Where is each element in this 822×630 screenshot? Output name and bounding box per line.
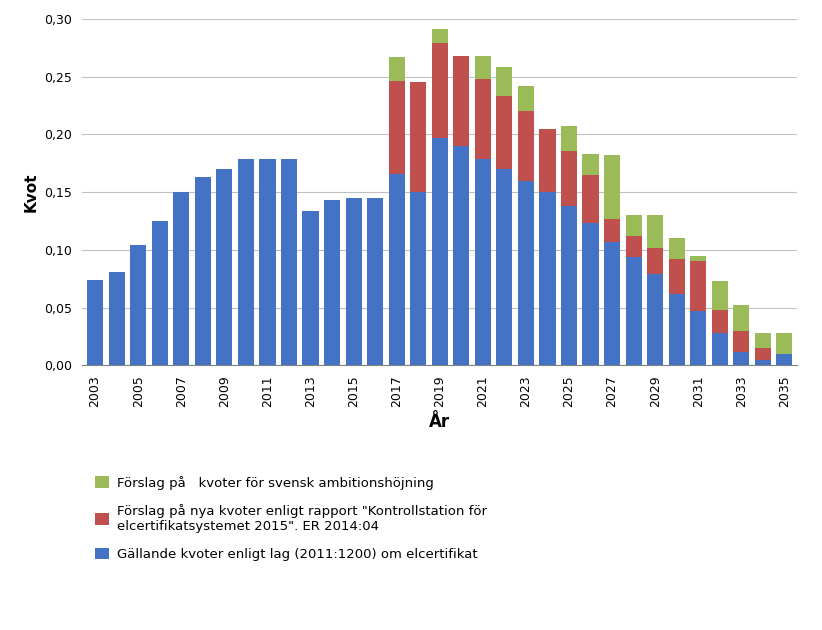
Bar xyxy=(109,272,125,365)
Bar xyxy=(432,29,448,43)
Bar xyxy=(776,333,792,354)
Bar xyxy=(302,210,319,365)
Bar xyxy=(518,86,534,112)
Bar xyxy=(539,129,556,192)
Bar xyxy=(496,67,512,96)
Bar xyxy=(432,43,448,138)
Bar xyxy=(216,169,233,365)
Legend: Förslag på   kvoter för svensk ambitionshöjning, Förslag på nya kvoter enligt ra: Förslag på kvoter för svensk ambitionshö… xyxy=(89,469,493,568)
Bar xyxy=(561,126,577,151)
Y-axis label: Kvot: Kvot xyxy=(24,173,39,212)
Bar xyxy=(626,215,642,236)
Bar xyxy=(324,200,340,365)
Bar xyxy=(733,352,750,365)
Bar xyxy=(475,79,491,159)
Bar xyxy=(389,57,404,81)
Bar xyxy=(604,155,620,219)
Bar xyxy=(733,306,750,331)
Bar xyxy=(561,151,577,206)
X-axis label: År: År xyxy=(429,413,450,430)
Bar xyxy=(152,221,168,365)
Bar xyxy=(647,215,663,248)
Bar xyxy=(432,138,448,365)
Bar xyxy=(776,354,792,365)
Bar xyxy=(755,333,771,348)
Bar xyxy=(690,256,706,261)
Bar xyxy=(668,238,685,259)
Bar xyxy=(367,198,383,365)
Bar xyxy=(173,192,189,365)
Bar xyxy=(712,281,727,310)
Bar xyxy=(647,248,663,274)
Bar xyxy=(475,159,491,365)
Bar xyxy=(604,242,620,365)
Bar xyxy=(583,175,598,224)
Bar xyxy=(690,261,706,311)
Bar xyxy=(539,192,556,365)
Bar xyxy=(755,348,771,360)
Bar xyxy=(453,56,469,146)
Bar xyxy=(453,146,469,365)
Bar xyxy=(712,333,727,365)
Bar xyxy=(410,83,427,192)
Bar xyxy=(496,169,512,365)
Bar xyxy=(389,174,404,365)
Bar xyxy=(195,177,211,365)
Bar xyxy=(583,154,598,175)
Bar xyxy=(496,96,512,169)
Bar xyxy=(389,81,404,174)
Bar xyxy=(626,236,642,257)
Bar xyxy=(690,311,706,365)
Bar xyxy=(238,159,254,365)
Bar xyxy=(647,274,663,365)
Bar xyxy=(475,56,491,79)
Bar xyxy=(583,224,598,365)
Bar xyxy=(668,259,685,294)
Bar xyxy=(518,181,534,365)
Bar xyxy=(733,331,750,352)
Bar xyxy=(755,360,771,365)
Bar xyxy=(668,294,685,365)
Bar xyxy=(410,192,427,365)
Bar xyxy=(345,198,362,365)
Bar xyxy=(561,206,577,365)
Bar xyxy=(604,219,620,242)
Bar xyxy=(130,245,146,365)
Bar xyxy=(518,112,534,181)
Bar xyxy=(712,310,727,333)
Bar xyxy=(87,280,104,365)
Bar xyxy=(260,159,275,365)
Bar xyxy=(281,159,297,365)
Bar xyxy=(626,257,642,365)
